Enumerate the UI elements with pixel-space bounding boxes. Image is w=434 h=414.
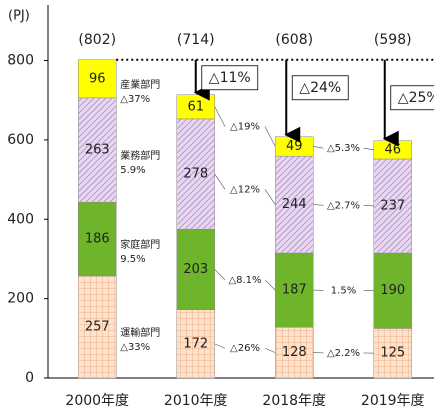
y-tick-label: 400 bbox=[7, 211, 34, 227]
bar-pattern bbox=[275, 156, 314, 254]
total-change: △25% bbox=[398, 90, 434, 106]
value-label: 49 bbox=[286, 139, 303, 154]
value-label: 172 bbox=[183, 336, 208, 351]
change-label: △2.2% bbox=[327, 348, 360, 359]
bar-segment bbox=[78, 59, 117, 99]
series-name: 家庭部門 bbox=[120, 238, 160, 251]
series-name: 産業部門 bbox=[120, 78, 160, 91]
x-tick-label: 2010年度 bbox=[164, 393, 228, 409]
total-label: (802) bbox=[78, 32, 116, 48]
series-note: △37% bbox=[120, 94, 150, 105]
change-box bbox=[390, 85, 434, 111]
change-box bbox=[291, 75, 349, 101]
bar-segment bbox=[373, 252, 412, 329]
bar-pattern bbox=[275, 327, 314, 378]
leader bbox=[214, 269, 226, 281]
bar-segment bbox=[275, 252, 314, 328]
value-label: 237 bbox=[380, 198, 405, 213]
total-label: (608) bbox=[275, 32, 313, 48]
total-label: (714) bbox=[177, 32, 215, 48]
value-label: 263 bbox=[85, 143, 110, 158]
leader bbox=[313, 146, 324, 149]
leader bbox=[214, 173, 226, 190]
total-change: △11% bbox=[209, 70, 251, 86]
leader bbox=[313, 204, 324, 206]
change-label: △26% bbox=[230, 343, 260, 354]
value-label: 278 bbox=[183, 167, 208, 182]
x-tick-label: 2019年度 bbox=[361, 393, 425, 409]
change-box bbox=[201, 65, 259, 91]
value-label: 244 bbox=[282, 197, 307, 212]
change-label: △2.7% bbox=[327, 200, 360, 211]
value-label: 96 bbox=[89, 71, 106, 86]
y-axis-label: (PJ) bbox=[8, 9, 30, 24]
leader bbox=[264, 347, 276, 353]
value-label: 125 bbox=[380, 346, 405, 361]
value-label: 186 bbox=[85, 232, 110, 247]
value-label: 128 bbox=[282, 345, 307, 360]
x-tick-label: 2018年度 bbox=[262, 393, 326, 409]
leader bbox=[214, 343, 226, 349]
series-note: △33% bbox=[120, 342, 150, 353]
value-label: 190 bbox=[380, 283, 405, 298]
bar-segment bbox=[78, 201, 117, 277]
change-label: △8.1% bbox=[228, 275, 261, 286]
bar-pattern bbox=[176, 118, 215, 230]
series-name: 業務部門 bbox=[120, 149, 160, 162]
total-change: △24% bbox=[299, 80, 341, 96]
bar-pattern bbox=[373, 328, 412, 378]
leader bbox=[264, 279, 276, 291]
bar-pattern bbox=[78, 276, 117, 378]
x-tick-label: 2000年度 bbox=[65, 393, 129, 409]
y-tick-label: 600 bbox=[7, 132, 34, 148]
y-tick-label: 800 bbox=[7, 53, 34, 69]
value-label: 203 bbox=[183, 262, 208, 277]
leader bbox=[264, 126, 276, 147]
value-label: 257 bbox=[85, 320, 110, 335]
change-label: △12% bbox=[230, 184, 260, 195]
value-label: 61 bbox=[187, 99, 204, 114]
bar-pattern bbox=[176, 309, 215, 378]
total-label: (598) bbox=[374, 32, 412, 48]
series-note: 5.9% bbox=[120, 165, 145, 176]
value-label: 187 bbox=[282, 283, 307, 298]
y-tick-label: 0 bbox=[25, 370, 34, 386]
leader bbox=[363, 147, 374, 151]
bar-pattern bbox=[78, 97, 117, 203]
change-label: 1.5% bbox=[331, 285, 356, 296]
series-note: 9.5% bbox=[120, 254, 145, 265]
leader bbox=[264, 189, 276, 205]
change-label: △5.3% bbox=[327, 143, 360, 154]
leader bbox=[363, 204, 374, 207]
value-label: 46 bbox=[384, 142, 401, 157]
change-label: △19% bbox=[230, 122, 260, 133]
leader bbox=[214, 106, 226, 127]
series-name: 運輸部門 bbox=[120, 326, 160, 339]
y-tick-label: 200 bbox=[7, 291, 34, 307]
bar-pattern bbox=[373, 158, 412, 254]
bar-segment bbox=[176, 228, 215, 310]
